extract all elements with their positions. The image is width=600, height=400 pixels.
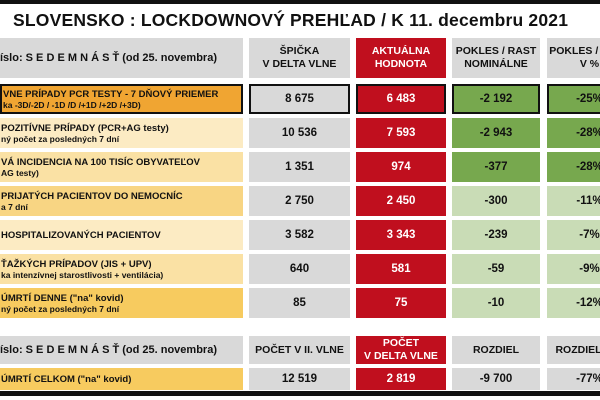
row-label: ÚMRTÍ DENNE ("na" kovid) ný počet za pos… <box>0 288 243 318</box>
percent-change-cell: -11% <box>547 186 600 216</box>
difference-column-header: ROZDIEL <box>452 336 540 364</box>
current-value-cell: 3 343 <box>356 220 446 250</box>
row-label: VÁ INCIDENCIA NA 100 TISÍC OBYVATEĽOV AG… <box>0 152 243 182</box>
row-label-line1: PRIJATÝCH PACIENTOV DO NEMOCNÍC <box>1 190 183 202</box>
row-label-line1: ÚMRTÍ CELKOM ("na" kovid) <box>1 373 132 385</box>
nominal-change-cell: -59 <box>452 254 540 284</box>
row-label: VNE PRÍPADY PCR TESTY - 7 DŇOVÝ PRIEMER … <box>0 84 243 114</box>
table-row: ÚMRTÍ DENNE ("na" kovid) ný počet za pos… <box>0 288 600 318</box>
table-row: ÚMRTÍ CELKOM ("na" kovid) 12 519 2 819 -… <box>0 368 600 390</box>
peak-value-cell: 1 351 <box>249 152 350 182</box>
row-label: HOSPITALIZOVANÝCH PACIENTOV <box>0 220 243 250</box>
main-row-header: íslo: S E D E M N Á S Ť (od 25. novembra… <box>0 38 243 78</box>
bottom-row-header: íslo: S E D E M N Á S Ť (od 25. novembra… <box>0 336 243 364</box>
row-label: PRIJATÝCH PACIENTOV DO NEMOCNÍC a 7 dní <box>0 186 243 216</box>
peak-value-cell: 85 <box>249 288 350 318</box>
nominal-change-cell: -2 943 <box>452 118 540 148</box>
peak-value-cell: 10 536 <box>249 118 350 148</box>
percent-change-cell: -25% <box>547 84 600 114</box>
bottom-border-bar <box>0 391 600 396</box>
delta-header-line1: POČET <box>382 337 420 349</box>
nominal-header-line2: NOMINÁLNE <box>464 58 528 70</box>
main-header-row: íslo: S E D E M N Á S Ť (od 25. novembra… <box>0 38 600 78</box>
top-border-bar <box>0 0 600 4</box>
row-label-line1: VNE PRÍPADY PCR TESTY - 7 DŇOVÝ PRIEMER <box>3 88 219 100</box>
table-row: PRIJATÝCH PACIENTOV DO NEMOCNÍC a 7 dní … <box>0 186 600 216</box>
row-label: ÚMRTÍ CELKOM ("na" kovid) <box>0 368 243 390</box>
current-value-cell: 974 <box>356 152 446 182</box>
difference-value-cell: -9 700 <box>452 368 540 390</box>
nominal-change-cell: -377 <box>452 152 540 182</box>
current-value-cell: 6 483 <box>356 84 446 114</box>
table-row: VÁ INCIDENCIA NA 100 TISÍC OBYVATEĽOV AG… <box>0 152 600 182</box>
row-label-line2: AG testy) <box>1 167 39 178</box>
current-value-cell: 2 450 <box>356 186 446 216</box>
bottom-header-row: íslo: S E D E M N Á S Ť (od 25. novembra… <box>0 336 600 364</box>
current-header-line2: HODNOTA <box>374 58 428 70</box>
nominal-change-cell: -10 <box>452 288 540 318</box>
nominal-change-cell: -300 <box>452 186 540 216</box>
wave2-value-cell: 12 519 <box>249 368 350 390</box>
row-label-line1: ŤAŽKÝCH PRÍPADOV (JIS + UPV) <box>1 258 152 270</box>
percent-change-cell: -7% <box>547 220 600 250</box>
row-label-line2: a 7 dní <box>1 201 28 212</box>
row-label-line2: ný počet za posledných 7 dní <box>1 303 120 314</box>
delta-header-line2: V DELTA VLNE <box>364 350 438 362</box>
current-value-cell: 581 <box>356 254 446 284</box>
peak-column-header: ŠPIČKA V DELTA VLNE <box>249 38 350 78</box>
row-label-line1: HOSPITALIZOVANÝCH PACIENTOV <box>1 229 161 241</box>
current-value-cell: 75 <box>356 288 446 318</box>
table-row: ŤAŽKÝCH PRÍPADOV (JIS + UPV) ka intenzív… <box>0 254 600 284</box>
main-table: íslo: S E D E M N Á S Ť (od 25. novembra… <box>0 38 600 322</box>
nominal-change-cell: -2 192 <box>452 84 540 114</box>
percent-header-line2: V % <box>579 58 600 70</box>
current-header-line1: AKTUÁLNA <box>371 45 431 57</box>
difference-pct-column-header: ROZDIEL V % <box>547 336 600 364</box>
row-label-line2: ka intenzívnej starostlivosti + ventilác… <box>1 269 164 280</box>
percent-column-header: POKLES / RAST V % <box>547 38 600 78</box>
nominal-change-cell: -239 <box>452 220 540 250</box>
peak-header-line1: ŠPIČKA <box>279 45 320 57</box>
current-column-header: AKTUÁLNA HODNOTA <box>356 38 446 78</box>
page-title: SLOVENSKO : LOCKDOWNOVÝ PREHĽAD / K 11. … <box>13 9 569 30</box>
wave2-column-header: POČET V II. VLNE <box>249 336 350 364</box>
row-label-line2: ka -3D/-2D / -1D /D /+1D /+2D /+3D) <box>3 99 141 110</box>
row-label-line1: VÁ INCIDENCIA NA 100 TISÍC OBYVATEĽOV <box>1 156 200 168</box>
nominal-column-header: POKLES / RAST NOMINÁLNE <box>452 38 540 78</box>
row-label-line1: ÚMRTÍ DENNE ("na" kovid) <box>1 292 124 304</box>
peak-value-cell: 2 750 <box>249 186 350 216</box>
delta-wave-column-header: POČET V DELTA VLNE <box>356 336 446 364</box>
percent-change-cell: -12% <box>547 288 600 318</box>
deaths-summary-table: íslo: S E D E M N Á S Ť (od 25. novembra… <box>0 336 600 394</box>
row-label-line1: POZITÍVNE PRÍPADY (PCR+AG testy) <box>1 122 169 134</box>
row-label-line2: ný počet za posledných 7 dní <box>1 133 120 144</box>
table-row: POZITÍVNE PRÍPADY (PCR+AG testy) ný poče… <box>0 118 600 148</box>
nominal-header-line1: POKLES / RAST <box>455 45 537 57</box>
row-label: POZITÍVNE PRÍPADY (PCR+AG testy) ný poče… <box>0 118 243 148</box>
percent-change-cell: -28% <box>547 118 600 148</box>
peak-value-cell: 640 <box>249 254 350 284</box>
table-row: VNE PRÍPADY PCR TESTY - 7 DŇOVÝ PRIEMER … <box>0 84 600 114</box>
row-label: ŤAŽKÝCH PRÍPADOV (JIS + UPV) ka intenzív… <box>0 254 243 284</box>
peak-value-cell: 8 675 <box>249 84 350 114</box>
peak-header-line2: V DELTA VLNE <box>262 58 337 70</box>
difference-pct-value-cell: -77% <box>547 368 600 390</box>
peak-value-cell: 3 582 <box>249 220 350 250</box>
percent-change-cell: -28% <box>547 152 600 182</box>
percent-header-line1: POKLES / RAST <box>549 45 600 57</box>
percent-change-cell: -9% <box>547 254 600 284</box>
table-row: HOSPITALIZOVANÝCH PACIENTOV 3 582 3 343 … <box>0 220 600 250</box>
current-value-cell: 7 593 <box>356 118 446 148</box>
delta-wave-value-cell: 2 819 <box>356 368 446 390</box>
